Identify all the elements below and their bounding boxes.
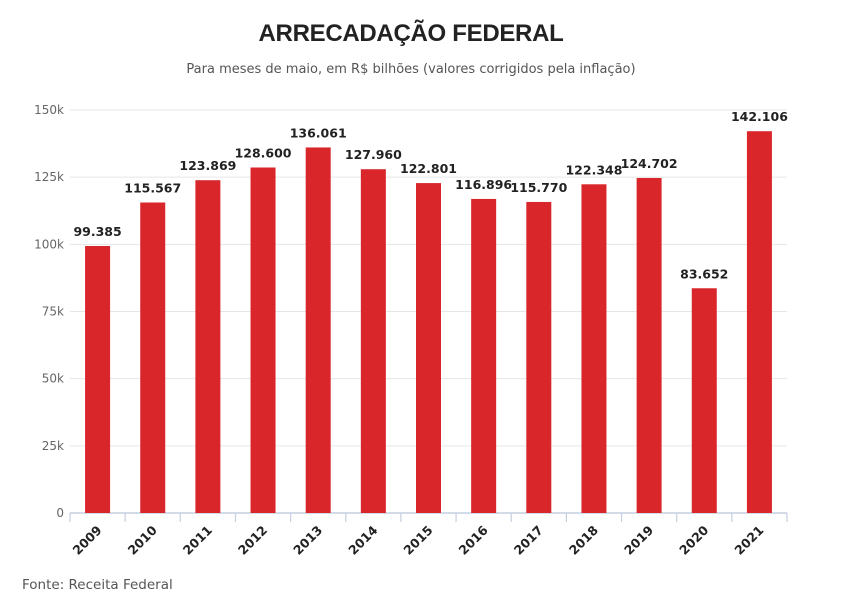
x-tick-label: 2012 [235,523,270,558]
data-label: 127.960 [345,147,402,162]
y-tick-label: 50k [42,372,64,386]
y-tick-label: 0 [56,506,64,520]
bar-2020 [691,288,717,513]
chart-subtitle: Para meses de maio, em R$ bilhões (valor… [186,62,636,77]
x-tick-label: 2015 [400,523,435,558]
x-tick-label: 2017 [511,523,546,558]
data-label: 124.702 [621,156,678,171]
bar-2018 [581,184,607,514]
data-label: 83.652 [680,266,728,281]
y-tick-label: 100k [34,237,64,251]
data-label: 115.770 [510,180,567,195]
x-tick-label: 2019 [621,523,656,558]
bars [85,131,772,514]
x-tick-label: 2011 [180,523,215,558]
data-label: 99.385 [73,224,121,239]
y-tick-label: 125k [34,170,64,184]
x-tick-label: 2013 [290,523,325,558]
x-tick-label: 2009 [69,523,104,558]
data-label: 142.106 [731,109,788,124]
data-label: 123.869 [179,158,236,173]
bar-2014 [360,169,386,514]
bar-2009 [85,245,111,513]
data-label: 128.600 [235,145,292,160]
data-label: 122.348 [565,162,622,177]
x-tick-label: 2021 [731,523,766,558]
x-tick-label: 2010 [125,522,160,557]
data-label: 136.061 [290,125,347,140]
bar-2011 [195,180,221,513]
chart-title: ARRECADAÇÃO FEDERAL [258,20,564,47]
bar-2015 [416,183,441,513]
source-note: Fonte: Receita Federal [22,577,173,593]
bar-2012 [250,167,276,513]
data-label: 116.896 [455,177,512,192]
data-label: 115.567 [124,181,181,196]
bar-2019 [636,177,662,514]
y-tick-label: 75k [42,305,64,319]
y-axis: 0 25k 50k 75k 100k 125k 150k [34,103,64,520]
x-tick-labels: 2009 2010 2011 2012 2013 2014 2015 2016 2017 2018… [69,522,766,557]
data-label: 122.801 [400,161,457,176]
bar-2010 [140,202,166,513]
x-tick-label: 2014 [345,522,380,557]
x-tick-label: 2020 [676,522,711,557]
bar-2013 [305,147,331,513]
bar-2021 [746,131,772,513]
y-tick-label: 25k [42,439,64,453]
bar-2016 [471,198,497,514]
y-tick-label: 150k [34,103,64,117]
bar-2017 [526,201,552,513]
x-tick-label: 2018 [566,523,601,558]
x-axis [69,512,788,522]
x-tick-label: 2016 [456,522,491,557]
